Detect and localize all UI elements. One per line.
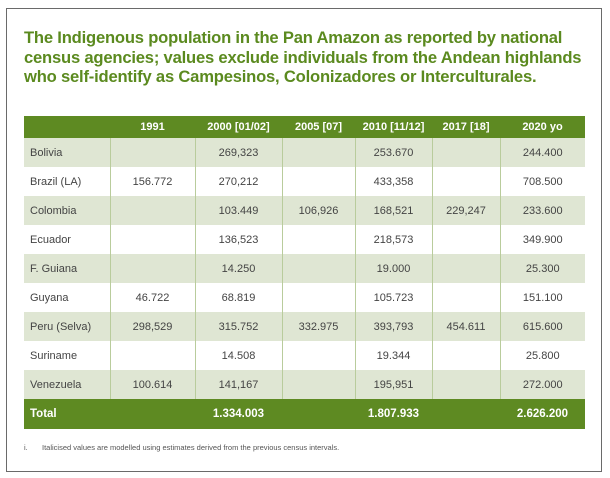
table-row: Colombia 103.449 106,926 168,521 229,247 233.… [24, 196, 585, 225]
table-row: Ecuador 136,523 218,573 349.900 [24, 225, 585, 254]
value-cell: 106,926 [281, 196, 355, 225]
value-cell: 433,358 [354, 167, 432, 196]
value-cell [281, 254, 355, 283]
value-cell: 103.449 [194, 196, 282, 225]
value-cell: 233.600 [499, 196, 585, 225]
value-cell [431, 341, 500, 370]
table-row: Suriname 14.508 19.344 25.800 [24, 341, 585, 370]
value-cell: 168,521 [354, 196, 432, 225]
value-cell [281, 370, 355, 399]
value-cell: 25.300 [499, 254, 585, 283]
total-cell [432, 399, 500, 429]
footnote-marker: i. [24, 443, 28, 452]
value-cell: 46.722 [109, 283, 195, 312]
value-cell: 253.670 [354, 138, 432, 167]
footnote-text: Italicised values are modelled using est… [42, 443, 340, 452]
table-row: F. Guiana 14.250 19.000 25.300 [24, 254, 585, 283]
value-cell: 25.800 [499, 341, 585, 370]
country-cell: F. Guiana [24, 254, 110, 283]
value-cell: 14.250 [194, 254, 282, 283]
table-row: Peru (Selva) 298,529 315.752 332.975 393,793… [24, 312, 585, 341]
country-cell: Peru (Selva) [24, 312, 110, 341]
value-cell [281, 138, 355, 167]
value-cell: 68.819 [194, 283, 282, 312]
value-cell [431, 283, 500, 312]
value-cell: 298,529 [109, 312, 195, 341]
value-cell: 14.508 [194, 341, 282, 370]
table-row: Venezuela 100.614 141,167 195,951 272.000 [24, 370, 585, 399]
footnote: i. Italicised values are modelled using e… [24, 443, 339, 452]
value-cell: 218,573 [354, 225, 432, 254]
value-cell [431, 225, 500, 254]
table-row: Brazil (LA) 156.772 270,212 433,358 708.500 [24, 167, 585, 196]
value-cell: 105.723 [354, 283, 432, 312]
column-header [24, 116, 110, 138]
value-cell [431, 138, 500, 167]
value-cell: 708.500 [499, 167, 585, 196]
total-cell [282, 399, 355, 429]
table-title: The Indigenous population in the Pan Ama… [24, 28, 582, 86]
table-row: Guyana 46.722 68.819 105.723 151.100 [24, 283, 585, 312]
value-cell: 19.344 [354, 341, 432, 370]
value-cell: 393,793 [354, 312, 432, 341]
column-header: 1991 [110, 116, 195, 138]
value-cell [281, 341, 355, 370]
country-cell: Brazil (LA) [24, 167, 110, 196]
value-cell: 244.400 [499, 138, 585, 167]
value-cell: 270,212 [194, 167, 282, 196]
column-header: 2005 [07] [282, 116, 355, 138]
country-cell: Suriname [24, 341, 110, 370]
value-cell [109, 341, 195, 370]
value-cell: 269,323 [194, 138, 282, 167]
value-cell: 332.975 [281, 312, 355, 341]
total-row: Total 1.334.003 1.807.933 2.626.200 [24, 399, 585, 429]
value-cell [431, 254, 500, 283]
column-header: 2000 [01/02] [195, 116, 282, 138]
value-cell: 141,167 [194, 370, 282, 399]
total-cell: 2.626.200 [500, 399, 585, 429]
value-cell [281, 167, 355, 196]
value-cell: 272.000 [499, 370, 585, 399]
value-cell [431, 370, 500, 399]
figure-frame [6, 8, 602, 472]
value-cell: 229,247 [431, 196, 500, 225]
value-cell [109, 138, 195, 167]
table-row: Bolivia 269,323 253.670 244.400 [24, 138, 585, 167]
value-cell [109, 225, 195, 254]
value-cell: 315.752 [194, 312, 282, 341]
column-header: 2020 yo [500, 116, 585, 138]
column-header: 2010 [11/12] [355, 116, 432, 138]
value-cell [281, 283, 355, 312]
country-cell: Colombia [24, 196, 110, 225]
value-cell: 100.614 [109, 370, 195, 399]
country-cell: Venezuela [24, 370, 110, 399]
value-cell [109, 196, 195, 225]
population-table: 1991 2000 [01/02] 2005 [07] 2010 [11/12] 201… [24, 116, 585, 429]
total-cell: 1.334.003 [195, 399, 282, 429]
value-cell: 615.600 [499, 312, 585, 341]
value-cell [281, 225, 355, 254]
value-cell: 349.900 [499, 225, 585, 254]
value-cell [109, 254, 195, 283]
value-cell: 195,951 [354, 370, 432, 399]
country-cell: Ecuador [24, 225, 110, 254]
total-cell [110, 399, 195, 429]
value-cell: 151.100 [499, 283, 585, 312]
country-cell: Guyana [24, 283, 110, 312]
value-cell [431, 167, 500, 196]
header-row: 1991 2000 [01/02] 2005 [07] 2010 [11/12] 201… [24, 116, 585, 138]
total-cell: 1.807.933 [355, 399, 432, 429]
country-cell: Bolivia [24, 138, 110, 167]
value-cell: 19.000 [354, 254, 432, 283]
value-cell: 454.611 [431, 312, 500, 341]
total-label: Total [24, 399, 110, 429]
value-cell: 136,523 [194, 225, 282, 254]
column-header: 2017 [18] [432, 116, 500, 138]
value-cell: 156.772 [109, 167, 195, 196]
